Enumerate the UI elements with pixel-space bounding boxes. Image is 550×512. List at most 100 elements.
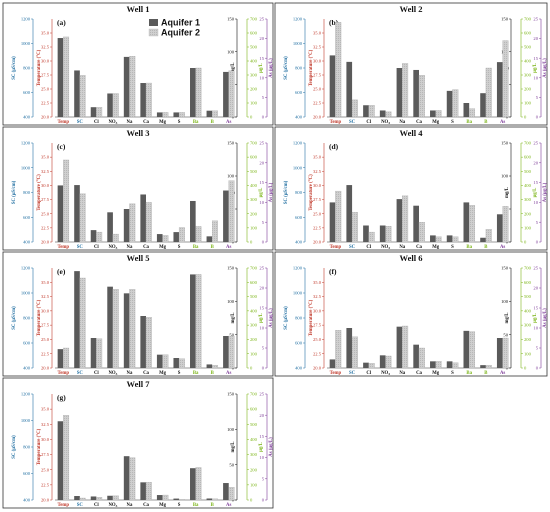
bar-b-aquifer-2 bbox=[212, 110, 218, 118]
temp-tick-label: 20.0 bbox=[41, 498, 50, 503]
as-axis-label: As (µg/L) bbox=[269, 308, 274, 328]
category-label: Mg bbox=[159, 371, 167, 376]
bar-sc-aquifer-1 bbox=[74, 185, 80, 242]
category-label: Mg bbox=[432, 120, 440, 125]
ugl-tick-label: 500 bbox=[250, 294, 258, 299]
temp-axis: 20.0 22.5 25.0 27.5 30.0 32.5 35.0 Temperature … bbox=[37, 268, 53, 371]
bar-as-aquifer-2 bbox=[502, 206, 509, 243]
bar-s-aquifer-1 bbox=[173, 112, 180, 117]
temp-tick-label: 25.0 bbox=[41, 211, 50, 216]
temp-tick-label: 32.5 bbox=[41, 294, 50, 299]
category-label: Temp bbox=[57, 371, 69, 376]
ugl-tick-label: 700 bbox=[250, 392, 258, 397]
temp-tick-label: 20.0 bbox=[313, 240, 322, 245]
bar-mg-aquifer-1 bbox=[156, 112, 163, 117]
sc-tick-label: 400 bbox=[23, 366, 31, 371]
as-tick-label: 20 bbox=[533, 36, 538, 41]
ugl-tick-label: 300 bbox=[524, 197, 532, 202]
category-label: Cl bbox=[94, 503, 99, 508]
sc-tick-label: 400 bbox=[295, 366, 303, 371]
sc-tick-label: 1000 bbox=[293, 41, 303, 46]
ugl-tick-label: 400 bbox=[250, 437, 258, 442]
bar-na-aquifer-1 bbox=[396, 68, 403, 117]
ugl-axis-label: µg/L bbox=[259, 313, 264, 323]
mgl-tick-label: 100 bbox=[227, 174, 235, 179]
temp-axis: 20.0 22.5 25.0 27.5 30.0 32.5 35.0 Temperature … bbox=[37, 19, 53, 120]
ugl-tick-label: 0 bbox=[524, 115, 527, 120]
sc-tick-label: 1200 bbox=[21, 266, 31, 271]
sc-axis: 400 600 800 1000 1200 SC (µS/cm) bbox=[284, 266, 306, 371]
temp-tick-label: 25.0 bbox=[41, 337, 50, 342]
bar-as-aquifer-1 bbox=[223, 336, 229, 368]
ugl-tick-label: 400 bbox=[524, 183, 532, 188]
bar-na-aquifer-1 bbox=[123, 56, 130, 117]
bar-cl-aquifer-1 bbox=[90, 230, 97, 242]
temp-tick-label: 27.5 bbox=[41, 452, 50, 457]
sc-tick-label: 800 bbox=[295, 66, 303, 71]
sc-tick-label: 800 bbox=[295, 316, 303, 321]
ugl-tick-label: 500 bbox=[524, 169, 532, 174]
ugl-tick-label: 200 bbox=[524, 211, 532, 216]
bar-na-aquifer-1 bbox=[396, 199, 403, 242]
temp-tick-label: 30.0 bbox=[313, 308, 322, 313]
temp-tick-label: 27.5 bbox=[41, 197, 50, 202]
panel-letter: (f) bbox=[329, 267, 337, 276]
as-axis: 0 5 10 15 20 25 As (µg/L) bbox=[533, 266, 548, 371]
category-label: Mg bbox=[432, 245, 440, 250]
bar-temp-aquifer-2 bbox=[335, 22, 342, 118]
category-label: Cl bbox=[94, 245, 99, 250]
category-label: Ba bbox=[466, 371, 472, 376]
bar-b-aquifer-2 bbox=[485, 67, 492, 118]
ugl-tick-label: 200 bbox=[250, 87, 258, 92]
category-label: As bbox=[226, 245, 231, 250]
temp-tick-label: 25.0 bbox=[313, 87, 322, 92]
bar-cl-aquifer-1 bbox=[90, 496, 97, 500]
panel-title: Well 6 bbox=[400, 253, 423, 263]
temp-tick-label: 25.0 bbox=[313, 211, 322, 216]
category-label: As bbox=[226, 120, 231, 125]
legend-swatch-aquifer-1 bbox=[149, 19, 158, 26]
ugl-tick-label: 0 bbox=[250, 115, 253, 120]
as-axis-label: As (µg/L) bbox=[269, 58, 274, 78]
temp-tick-label: 35.0 bbox=[41, 155, 50, 160]
as-tick-label: 15 bbox=[259, 434, 264, 439]
panel-title: Well 5 bbox=[127, 253, 150, 263]
bar-ca-aquifer-1 bbox=[140, 316, 146, 368]
ugl-axis-label: µg/L bbox=[259, 188, 264, 198]
bar-mg-aquifer-2 bbox=[162, 354, 169, 369]
sc-tick-label: 1200 bbox=[293, 266, 303, 271]
as-tick-label: 10 bbox=[259, 75, 264, 80]
bar-na-aquifer-1 bbox=[123, 293, 130, 368]
category-label: Ba bbox=[193, 120, 199, 125]
bar-no3-aquifer-1 bbox=[107, 286, 113, 368]
as-tick-label: 15 bbox=[533, 56, 538, 61]
bar-b-aquifer-1 bbox=[480, 237, 486, 242]
category-label: Na bbox=[399, 120, 405, 125]
as-tick-label: 20 bbox=[533, 286, 538, 291]
ugl-tick-label: 500 bbox=[524, 45, 532, 50]
category-label: Na bbox=[399, 245, 405, 250]
as-tick-label: 25 bbox=[259, 392, 264, 397]
bar-as-aquifer-2 bbox=[502, 337, 509, 369]
mgl-axis-label: mg/L bbox=[505, 187, 510, 198]
bar-s-aquifer-2 bbox=[178, 112, 185, 118]
bar-mg-aquifer-1 bbox=[156, 495, 163, 500]
temp-tick-label: 20.0 bbox=[41, 240, 50, 245]
temp-tick-label: 30.0 bbox=[41, 59, 50, 64]
bar-no3-aquifer-1 bbox=[379, 110, 386, 117]
bar-ca-aquifer-2 bbox=[145, 202, 152, 243]
ugl-tick-label: 400 bbox=[524, 308, 532, 313]
temp-tick-label: 22.5 bbox=[313, 351, 322, 356]
sc-tick-label: 800 bbox=[23, 316, 31, 321]
bar-na-aquifer-2 bbox=[402, 325, 409, 369]
bar-mg-aquifer-1 bbox=[156, 234, 163, 242]
category-label: Ba bbox=[193, 371, 199, 376]
bar-na-aquifer-2 bbox=[129, 457, 136, 501]
bar-sc-aquifer-2 bbox=[79, 193, 86, 243]
category-label: Ca bbox=[143, 120, 149, 125]
category-label: Ba bbox=[193, 245, 199, 250]
bar-b-aquifer-1 bbox=[206, 110, 213, 117]
